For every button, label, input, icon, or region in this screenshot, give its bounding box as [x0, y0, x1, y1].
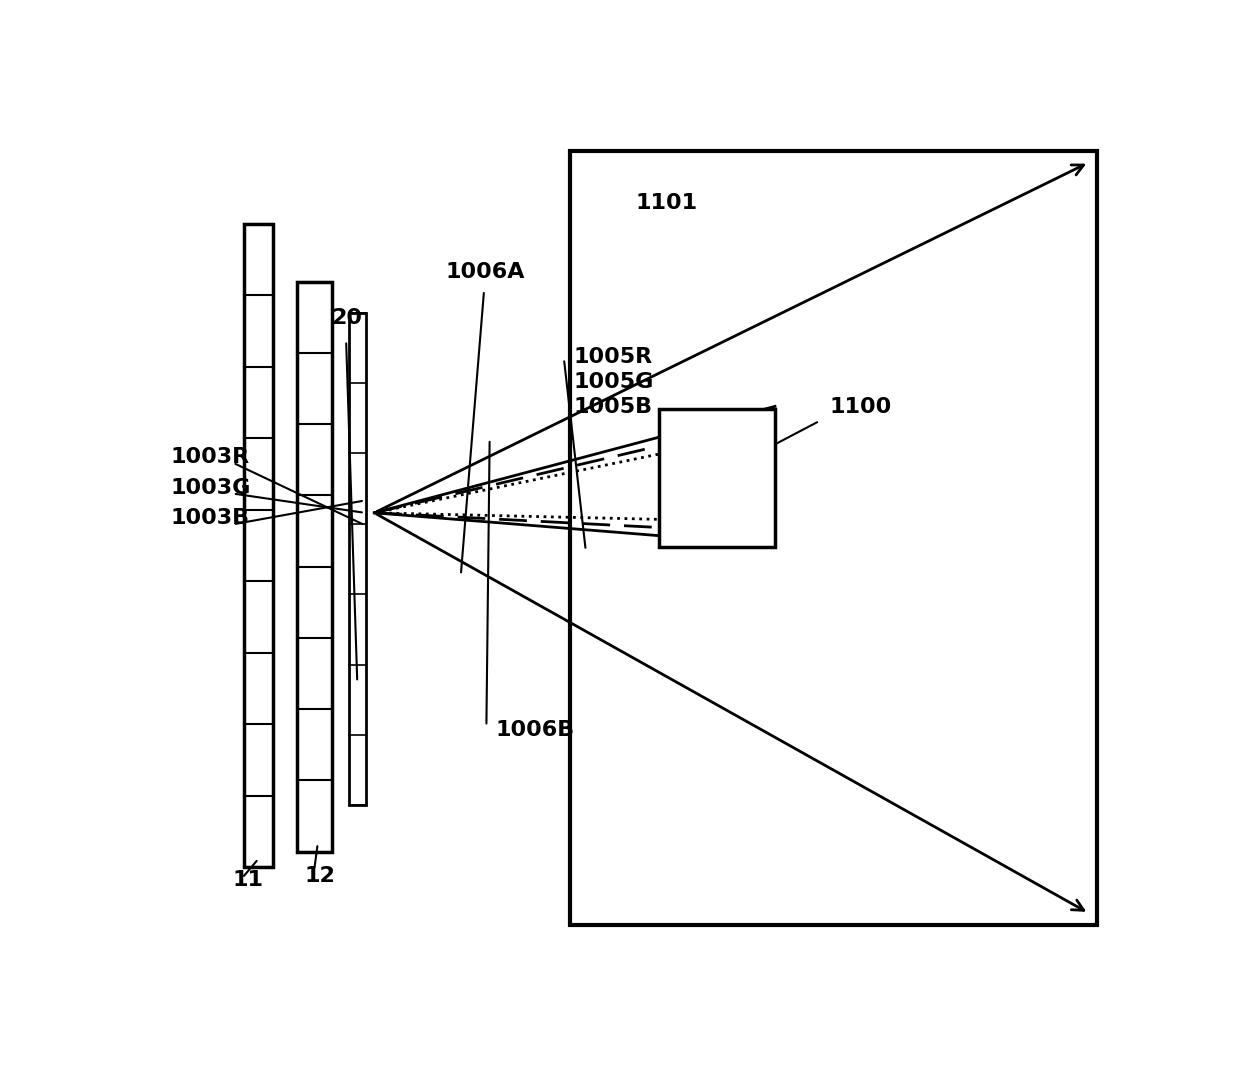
Text: 1005B: 1005B	[573, 396, 652, 416]
Text: 1006B: 1006B	[496, 720, 575, 740]
Text: 1006A: 1006A	[445, 262, 525, 282]
Text: 1101: 1101	[635, 193, 698, 213]
Text: 1003B: 1003B	[171, 508, 249, 528]
Text: 11: 11	[233, 870, 263, 890]
Text: 1003G: 1003G	[171, 477, 250, 497]
Bar	[296, 282, 332, 852]
Bar	[658, 409, 775, 547]
Bar	[348, 313, 366, 805]
Text: 1005G: 1005G	[573, 372, 653, 392]
Bar	[244, 224, 273, 867]
Text: 1003R: 1003R	[171, 446, 249, 466]
Text: 20: 20	[332, 308, 362, 328]
Text: 1005R: 1005R	[573, 346, 652, 366]
Text: 12: 12	[305, 867, 336, 886]
Bar	[569, 151, 1096, 924]
Text: 1100: 1100	[830, 396, 892, 416]
